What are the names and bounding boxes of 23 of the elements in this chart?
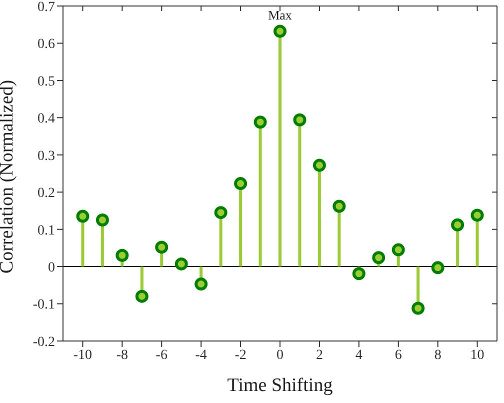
annotation: Max bbox=[268, 7, 292, 22]
x-tick-label: 6 bbox=[394, 348, 402, 363]
y-tick-label: -0.1 bbox=[32, 298, 55, 313]
x-tick-label: -10 bbox=[73, 348, 92, 363]
y-tick-label: 0 bbox=[48, 260, 55, 276]
x-tick-label: 0 bbox=[276, 348, 284, 363]
x-tick-label: 4 bbox=[355, 348, 362, 363]
x-tick-label: -8 bbox=[116, 348, 128, 363]
x-tick-label: -2 bbox=[234, 348, 246, 363]
y-tick-label: 0.1 bbox=[38, 223, 55, 238]
x-axis-title: Time Shifting bbox=[227, 375, 334, 396]
y-tick-label: 0.4 bbox=[38, 112, 55, 127]
y-tick-label: 0.3 bbox=[38, 148, 55, 164]
x-tick-label: 8 bbox=[434, 348, 442, 363]
y-tick-label: 0.7 bbox=[38, 0, 55, 15]
y-tick-label: 0.5 bbox=[38, 74, 55, 90]
x-tick-label: -4 bbox=[195, 348, 207, 363]
x-tick-label: 2 bbox=[316, 348, 323, 363]
y-tick-label: 0.2 bbox=[38, 186, 55, 202]
y-tick-label: 0.6 bbox=[38, 37, 55, 52]
y-tick-label: -0.2 bbox=[32, 334, 55, 350]
x-tick-label: 10 bbox=[470, 348, 484, 363]
x-tick-label: -6 bbox=[156, 348, 168, 363]
